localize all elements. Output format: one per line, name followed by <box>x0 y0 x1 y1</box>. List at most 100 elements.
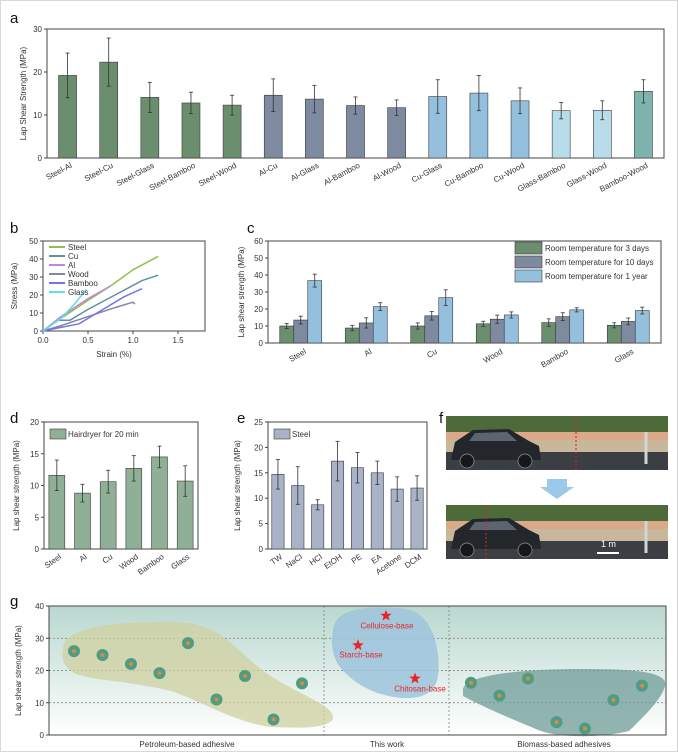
bar <box>569 309 585 344</box>
legend-label: Wood <box>68 270 89 279</box>
x-tick-label: Al-Wood <box>371 161 402 183</box>
y-tick-label: 0 <box>259 545 264 554</box>
legend-swatch <box>514 255 543 269</box>
panel-label-b: b <box>10 220 18 237</box>
x-tick-label: Cu <box>425 347 438 360</box>
y-tick-label: 60 <box>254 237 263 246</box>
y-tick-label: 10 <box>30 482 39 491</box>
data-point-center <box>300 681 304 686</box>
x-tick-label: 0.0 <box>37 336 49 345</box>
y-tick-label: 40 <box>29 255 38 264</box>
group-label: This work <box>370 740 405 749</box>
y-tick-label: 5 <box>35 513 40 522</box>
point-label: Chitosan-base <box>394 685 446 694</box>
legend-label: Room temperature for 1 year <box>545 272 648 281</box>
x-tick-label: Al <box>78 552 89 564</box>
y-tick-label: 10 <box>33 111 42 120</box>
scale-label: 1 m <box>601 539 616 549</box>
bar <box>151 456 168 550</box>
panel-label-f: f <box>439 410 444 427</box>
y-tick-label: 10 <box>29 309 38 318</box>
y-tick-label: 30 <box>254 288 263 297</box>
x-tick-label: Al-Cu <box>257 161 279 178</box>
y-tick-label: 30 <box>35 634 44 643</box>
panel-label-d: d <box>10 410 18 427</box>
y-axis-title: Stress (MPa) <box>10 262 19 309</box>
y-tick-label: 0 <box>259 339 264 348</box>
data-point-center <box>100 653 105 658</box>
biomass-region <box>463 669 666 737</box>
x-tick-label: Steel <box>287 347 307 364</box>
series-line-wood <box>42 301 136 332</box>
legend-label: Glass <box>68 288 88 297</box>
panel-b-plot-frame <box>42 240 206 332</box>
group-label: Petroleum-based adhesive <box>139 740 235 749</box>
y-tick-label: 40 <box>254 271 263 280</box>
x-tick-label: Al-Glass <box>289 161 320 183</box>
panel-label-e: e <box>237 410 245 427</box>
star-marker <box>380 609 392 621</box>
y-tick-label: 10 <box>254 494 263 503</box>
y-tick-label: 25 <box>254 418 263 427</box>
x-tick-label: EtOH <box>323 552 344 571</box>
y-axis-title: Lap shear strength (MPa) <box>12 440 21 531</box>
legend-label: Hairdryer for 20 min <box>68 430 139 439</box>
down-arrow-icon <box>540 479 574 499</box>
x-tick-label: Steel-Cu <box>83 161 115 184</box>
legend-label: Bamboo <box>68 279 98 288</box>
x-tick-label: Cu-Wood <box>492 161 526 185</box>
photo-after <box>446 505 668 559</box>
point-label: Cellulose-base <box>361 622 414 631</box>
y-tick-label: 20 <box>33 68 42 77</box>
panel-e-plot-frame <box>267 421 428 550</box>
y-tick-label: 50 <box>254 254 263 263</box>
y-axis-title: Lap shear strength (MPa) <box>14 625 23 716</box>
y-axis-title: Lap shear strength (MPa) <box>233 440 242 531</box>
data-point-center <box>243 673 247 678</box>
star-marker <box>352 639 364 651</box>
x-tick-label: 1.5 <box>172 336 184 345</box>
car-wheel <box>517 542 533 558</box>
y-tick-label: 20 <box>30 418 39 427</box>
data-point-center <box>72 649 76 654</box>
x-tick-label: Cu <box>101 552 115 565</box>
bar <box>372 306 388 344</box>
bar <box>307 280 323 344</box>
y-axis-title: Lap shear strength (MPa) <box>237 246 246 337</box>
y-tick-label: 40 <box>35 602 44 611</box>
panel-label-g: g <box>10 593 18 610</box>
curb <box>446 521 668 529</box>
y-tick-label: 30 <box>29 273 38 282</box>
legend-swatch <box>514 269 543 283</box>
petroleum-region <box>62 621 334 728</box>
y-tick-label: 0 <box>40 731 45 740</box>
y-tick-label: 0 <box>38 154 43 163</box>
y-tick-label: 20 <box>254 443 263 452</box>
x-tick-label: TW <box>269 552 285 567</box>
x-tick-label: Cu-Bamboo <box>443 161 485 189</box>
y-tick-label: 20 <box>29 291 38 300</box>
car-window <box>469 521 517 530</box>
x-tick-label: Glass <box>613 347 635 365</box>
data-point-center <box>157 671 162 676</box>
car-wheel <box>459 453 475 469</box>
data-point-center <box>554 720 559 725</box>
tree-line <box>446 416 668 432</box>
y-tick-label: 20 <box>254 305 263 314</box>
legend-label: Al <box>68 261 75 270</box>
legend-label: Steel <box>68 243 86 252</box>
data-point-center <box>611 698 616 703</box>
car-wheel <box>459 542 475 558</box>
x-tick-label: DCM <box>403 552 423 570</box>
car-wheel <box>517 453 533 469</box>
series-line-glass <box>42 289 87 332</box>
data-point-center <box>214 697 219 702</box>
x-axis-title: Strain (%) <box>96 350 132 359</box>
data-point-center <box>129 662 133 667</box>
y-tick-label: 0 <box>35 545 40 554</box>
x-tick-label: Steel <box>43 552 63 570</box>
this-work-region <box>331 607 439 699</box>
y-tick-label: 50 <box>29 237 38 246</box>
x-tick-label: Steel-Bamboo <box>148 161 197 193</box>
